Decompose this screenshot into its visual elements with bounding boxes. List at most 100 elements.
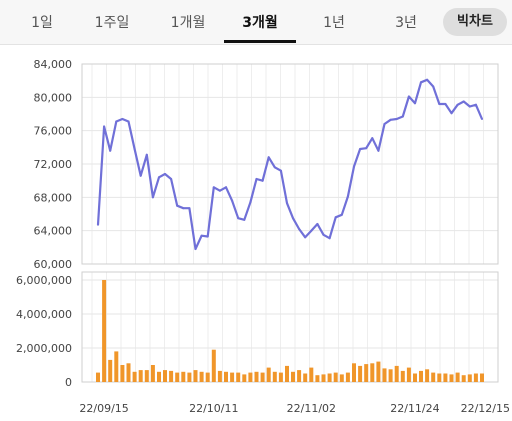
price-point — [474, 103, 477, 106]
volume-bar — [272, 371, 277, 382]
volume-bar — [144, 370, 149, 382]
price-point — [328, 237, 331, 240]
price-point — [97, 223, 99, 226]
volume-bar — [425, 369, 430, 383]
volume-bar — [211, 349, 216, 382]
price-y-tick-label: 80,000 — [34, 91, 73, 104]
price-point — [456, 103, 459, 106]
price-line — [96, 78, 484, 251]
volume-bar — [199, 371, 204, 382]
volume-bar — [364, 364, 369, 382]
price-point — [383, 123, 386, 125]
volume-bar — [419, 370, 423, 382]
price-point — [133, 148, 136, 150]
volume-bar — [285, 365, 289, 382]
price-point — [389, 118, 392, 121]
tab-1-month[interactable]: 1개월 — [170, 15, 206, 31]
x-tick-label: 22/10/11 — [189, 402, 238, 415]
volume-bar — [291, 371, 295, 382]
price-point — [395, 118, 398, 120]
tab-3-years[interactable]: 3년 — [395, 15, 417, 31]
volume-panel-frame — [81, 271, 499, 383]
volume-bar — [309, 367, 314, 382]
price-point — [115, 120, 118, 123]
volume-bar — [266, 367, 271, 382]
volume-bar — [297, 370, 302, 382]
price-point — [353, 165, 355, 168]
volume-bar — [315, 375, 320, 382]
volume-bar — [114, 351, 119, 382]
volume-bar — [254, 371, 259, 382]
price-point — [145, 153, 148, 156]
volume-bar — [169, 370, 174, 382]
volume-y-tick-label: 0 — [65, 376, 72, 389]
price-point — [194, 248, 197, 250]
price-point — [420, 81, 422, 84]
volume-bar — [181, 371, 186, 382]
volume-bar — [193, 370, 198, 382]
price-point — [426, 78, 429, 81]
period-tabs: 1일 1주일 1개월 3개월 1년 3년 빅차트 — [0, 0, 512, 45]
price-point — [206, 235, 209, 238]
volume-bar — [96, 372, 100, 382]
volume-bar — [467, 374, 472, 382]
price-point — [164, 173, 166, 175]
tab-1-week[interactable]: 1주일 — [94, 15, 130, 31]
price-y-tick-label: 68,000 — [34, 191, 73, 204]
price-point — [121, 118, 124, 120]
price-point — [103, 125, 106, 128]
volume-bar — [138, 370, 143, 382]
price-point — [158, 176, 160, 179]
volume-bar — [443, 373, 448, 382]
volume-bar — [406, 367, 411, 382]
volume-bar — [242, 374, 247, 382]
volume-bar — [473, 373, 478, 382]
volume-bar — [303, 373, 308, 382]
x-tick-label: 22/11/02 — [287, 402, 336, 415]
volume-bar — [449, 374, 454, 382]
price-point — [359, 148, 362, 150]
price-point — [401, 115, 404, 118]
volume-bar — [461, 375, 466, 382]
price-point — [218, 189, 221, 192]
volume-bar — [376, 361, 381, 382]
volume-bar — [205, 372, 210, 382]
x-tick-label: 22/11/24 — [390, 402, 439, 415]
tab-1-day[interactable]: 1일 — [31, 15, 53, 31]
price-point — [286, 202, 288, 205]
price-point — [462, 100, 465, 103]
volume-bar — [150, 365, 155, 382]
price-panel-frame — [81, 63, 499, 265]
price-point — [377, 149, 380, 152]
big-chart-button[interactable]: 빅차트 — [443, 8, 507, 36]
price-y-tick-label: 84,000 — [34, 58, 73, 71]
price-point — [127, 120, 130, 123]
x-tick-label: 22/12/15 — [461, 402, 510, 415]
x-axis: 22/09/15 22/10/11 22/11/02 22/11/24 22/12/15 — [79, 402, 510, 415]
stock-chart: 84,000 80,000 76,000 72,000 68,000 64,000 60,0… — [16, 58, 510, 415]
tab-1-year[interactable]: 1년 — [323, 15, 345, 31]
volume-bar — [413, 373, 417, 382]
tab-3-months[interactable]: 3개월 — [242, 15, 278, 31]
volume-bar — [370, 363, 375, 382]
price-point — [279, 169, 282, 172]
volume-bar — [339, 374, 344, 382]
volume-bar — [175, 372, 180, 382]
price-point — [365, 147, 368, 150]
price-point — [444, 103, 447, 105]
price-y-tick-label: 76,000 — [34, 125, 73, 138]
volume-bar — [382, 368, 387, 382]
volume-bar — [321, 374, 326, 382]
volume-bar — [230, 372, 235, 382]
price-point — [151, 196, 154, 199]
volume-bar — [260, 372, 265, 382]
volume-y-tick-label: 2,000,000 — [16, 342, 72, 355]
price-point — [212, 186, 215, 189]
volume-y-tick-label: 6,000,000 — [16, 274, 72, 287]
volume-bar — [437, 373, 442, 382]
volume-bar — [345, 372, 350, 382]
price-point — [176, 204, 179, 207]
volume-bar — [224, 371, 228, 382]
volume-bar — [163, 370, 167, 382]
volume-bar — [102, 280, 107, 382]
